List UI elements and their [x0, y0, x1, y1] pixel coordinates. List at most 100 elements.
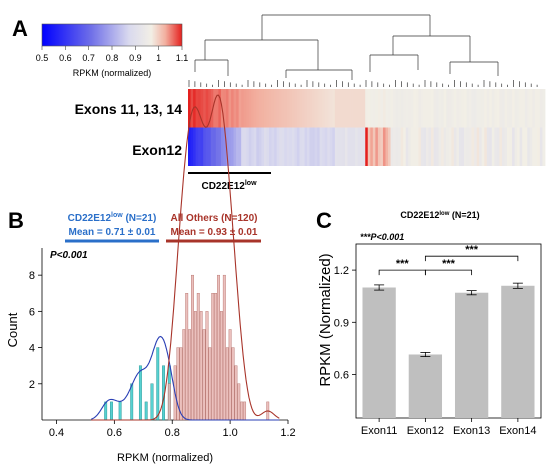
histogram-ylabel: Count [5, 312, 20, 347]
heatmap-cell [248, 89, 252, 128]
heatmap-cell [289, 89, 293, 128]
histogram-x-tick-label: 1.2 [280, 427, 295, 439]
heatmap-cell [296, 127, 300, 166]
heatmap-cell [332, 89, 336, 128]
heatmap-cell [269, 127, 272, 166]
heatmap-cell [347, 89, 351, 128]
heatmap-cell [496, 127, 500, 166]
bar [362, 287, 396, 418]
heatmap-cell [223, 89, 227, 128]
heatmap-cell [388, 127, 391, 166]
heatmap-cell [225, 127, 229, 166]
heatmap-cell [385, 127, 389, 166]
heatmap-cell [312, 127, 315, 166]
histogram-y-tick-label: 8 [29, 270, 35, 282]
heatmap-cell [193, 89, 196, 128]
red-histogram-bar [188, 329, 192, 421]
histogram-panel: CD22E12low (N=21) Mean = 0.71 ± 0.01 All… [5, 94, 296, 464]
heatmap-cell [415, 127, 419, 166]
heatmap-cell [403, 127, 407, 166]
heatmap-cell [532, 89, 536, 128]
heatmap-cell [375, 127, 379, 166]
heatmap-cell [296, 89, 300, 128]
heatmap-cell [256, 89, 260, 128]
heatmap-cell [499, 89, 503, 128]
heatmap-cell [269, 89, 272, 128]
heatmap-cell [294, 127, 298, 166]
histogram-x-tick-label: 1.0 [222, 427, 237, 439]
heatmap-cell [537, 127, 541, 166]
heatmap-cell [400, 127, 404, 166]
red-histogram-bar [202, 329, 206, 421]
heatmap-cell [476, 89, 480, 128]
heatmap-cell [231, 127, 234, 166]
histogram-xlabel: RPKM (normalized) [117, 452, 213, 464]
heatmap-cell [301, 127, 305, 166]
heatmap-cell [433, 89, 437, 128]
colorbar-tick-label: 0.9 [129, 53, 142, 63]
red-histogram-bar [234, 365, 238, 421]
red-histogram-bar [191, 274, 194, 421]
heatmap-cell [342, 127, 346, 166]
heatmap-cell [534, 89, 538, 128]
heatmap-cell [474, 127, 478, 166]
heatmap-cell [524, 89, 528, 128]
heatmap-cell [253, 89, 257, 128]
colorbar-tick-label: 1 [156, 53, 161, 63]
heatmap-cell [529, 127, 533, 166]
heatmap-cell [203, 89, 207, 128]
red-histogram-bar [240, 401, 244, 421]
colorbar-tick-label: 0.5 [36, 53, 49, 63]
heatmap-cell [360, 89, 364, 128]
heatmap-cell [400, 89, 404, 128]
heatmap-cell [388, 89, 391, 128]
heatmap-cell [357, 127, 361, 166]
heatmap-cell [271, 89, 275, 128]
heatmap-cell [307, 89, 310, 128]
heatmap-cell [258, 89, 262, 128]
heatmap-cell [233, 89, 237, 128]
heatmap-cell [261, 89, 265, 128]
red-histogram-bar [220, 311, 223, 421]
bar-chart-y-tick-label: 0.6 [334, 370, 349, 382]
red-density-curve [91, 94, 280, 421]
heatmap-cell [438, 89, 442, 128]
histogram-x-tick-label: 0.4 [49, 427, 64, 439]
heatmap-cell [291, 89, 295, 128]
heatmap-cell [309, 89, 313, 128]
heatmap-cell [190, 89, 194, 128]
heatmap-cell [304, 127, 308, 166]
colorbar [41, 23, 183, 47]
heatmap-cell [377, 127, 381, 166]
heatmap-cell [228, 127, 232, 166]
heatmap-cell [205, 89, 209, 128]
heatmap-cell [403, 89, 407, 128]
heatmap-cell [251, 89, 255, 128]
heatmap-cell [514, 89, 518, 128]
heatmap-cell [367, 89, 371, 128]
significance-label: *** [442, 258, 456, 270]
red-histogram-bar [182, 329, 186, 421]
heatmap-cell [233, 127, 237, 166]
heatmap-cell [532, 127, 536, 166]
blue-density-curve [90, 335, 280, 421]
heatmap-cell [317, 127, 321, 166]
heatmap-cell [195, 127, 199, 166]
heatmap-cell [274, 127, 278, 166]
heatmap-cell [479, 127, 483, 166]
heatmap-cell [261, 127, 265, 166]
heatmap-cell [281, 127, 285, 166]
bar-plot: 0.6 0.9 1.2 Exon11 Exon12 Exon13 Exon14 *** *** *… [334, 243, 542, 437]
bar-chart-x-tick-label: Exon14 [499, 425, 536, 437]
histogram-y-tick-label: 4 [29, 343, 35, 355]
blue-histogram-bar [156, 347, 160, 421]
heatmap-cell [243, 127, 247, 166]
heatmap-cell [218, 127, 222, 166]
heatmap-cell [469, 89, 472, 128]
heatmap-cell [281, 89, 285, 128]
blue-series-name: CD22E12low (N=21) [68, 212, 157, 224]
heatmap-cell [266, 89, 270, 128]
red-histogram-bar [199, 311, 203, 421]
red-histogram-bar [237, 383, 241, 421]
heatmap-cell [418, 89, 422, 128]
